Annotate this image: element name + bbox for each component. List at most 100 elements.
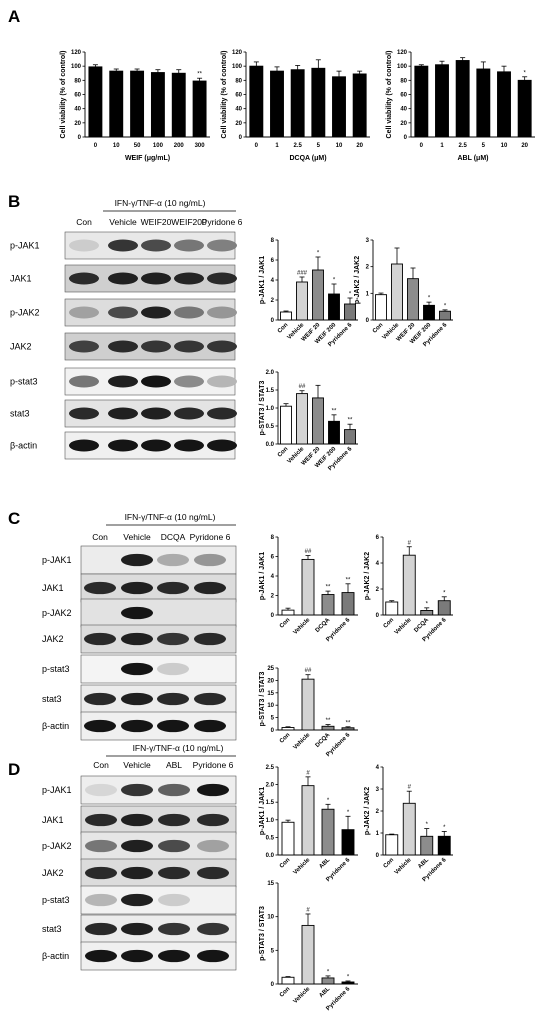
y-tick-label: 4 [271, 278, 275, 284]
bar [281, 976, 295, 985]
western-blot-panel-d: D IFN-γ/TNF-α (10 ng/mL) Con Vehicle ABL Pyri… [8, 743, 237, 971]
y-tick-label: 120 [232, 50, 243, 56]
blot-row-label: p-JAK2 [42, 841, 72, 851]
bar [497, 71, 511, 138]
y-axis-label: p-STAT3 / STAT3 [259, 381, 266, 436]
lane-label: Con [93, 760, 109, 770]
blot-band [121, 783, 153, 797]
y-tick-label: 60 [400, 93, 407, 99]
bar [407, 278, 419, 321]
bar [341, 592, 355, 616]
blot-band [85, 922, 117, 936]
blot-row-label: JAK2 [10, 342, 32, 352]
bar [385, 601, 399, 616]
y-tick-label: 60 [235, 93, 242, 99]
y-tick-label: 2 [366, 265, 370, 271]
blot-row-label: stat3 [42, 694, 62, 704]
y-axis-label: p-JAK2 / JAK2 [364, 787, 371, 835]
significance-mark: ## [305, 668, 312, 674]
blot-band [207, 272, 237, 285]
blot-row-label: β-actin [10, 441, 37, 451]
bar [341, 981, 355, 985]
bar [414, 65, 429, 138]
significance-mark: * [426, 822, 429, 828]
blot-band [121, 606, 153, 620]
x-tick-label: Con [279, 732, 292, 745]
lane-label: Pyridone 6 [193, 760, 234, 770]
lane-label: Vehicle [123, 760, 151, 770]
lane-label: Con [76, 217, 92, 227]
blot-row-label: p-JAK1 [42, 785, 72, 795]
blot-band [108, 340, 138, 353]
blot-band [174, 407, 204, 420]
panel-label: B [8, 192, 20, 211]
blot-band [194, 581, 226, 595]
x-tick-label: DCQA [315, 732, 332, 749]
significance-mark: * [426, 601, 429, 607]
bar [321, 977, 335, 985]
x-tick-label: Con [279, 986, 292, 999]
blot-band [157, 692, 189, 706]
y-tick-label: 40 [400, 107, 407, 113]
bar [311, 67, 326, 138]
y-axis-label: p-JAK1 / JAK1 [259, 787, 266, 835]
blot-row-label: β-actin [42, 721, 69, 731]
blot-band [157, 581, 189, 595]
significance-mark: ** [332, 408, 337, 414]
blot-band [69, 239, 99, 252]
significance-mark: * [523, 70, 526, 76]
blot-band [121, 692, 153, 706]
bar [171, 72, 186, 138]
x-axis-label: DCQA (μM) [289, 155, 326, 162]
bar [420, 610, 434, 616]
y-tick-label: 80 [235, 78, 242, 84]
blot-band [85, 813, 117, 827]
western-blot-panel-b: B IFN-γ/TNF-α (10 ng/mL) Con Vehicle WEIF20 W… [8, 192, 243, 460]
blot-row-label: stat3 [10, 409, 30, 419]
y-tick-label: 15 [267, 691, 274, 697]
bar [296, 281, 308, 321]
significance-mark: ** [326, 718, 331, 724]
x-tick-label: 0 [94, 143, 98, 149]
significance-mark: * [327, 969, 330, 975]
blot-band [157, 719, 189, 733]
bar [301, 924, 315, 985]
y-axis-label: p-JAK2 / JAK2 [354, 256, 361, 304]
y-tick-label: 4 [271, 574, 275, 580]
y-tick-label: 2 [376, 587, 380, 593]
y-tick-label: 0.5 [266, 835, 275, 841]
blot-band [141, 407, 171, 420]
x-tick-label: 50 [134, 143, 141, 149]
treatment-label: IFN-γ/TNF-α (10 ng/mL) [125, 512, 216, 522]
bar [281, 727, 295, 731]
y-tick-label: 0 [366, 318, 370, 324]
y-axis-label: p-STAT3 / STAT3 [259, 672, 266, 727]
blot-strip [80, 598, 237, 628]
bar [344, 429, 356, 445]
blot-band [141, 340, 171, 353]
blot-band [207, 340, 237, 353]
blot-row-label: stat3 [42, 924, 62, 934]
x-tick-label: Con [383, 617, 396, 630]
bar [328, 293, 340, 321]
blot-band [157, 553, 189, 567]
blot-band [108, 306, 138, 319]
bar [352, 73, 367, 138]
blot-band [207, 439, 237, 452]
y-tick-label: 40 [235, 107, 242, 113]
blot-band [108, 375, 138, 388]
significance-mark: ** [346, 577, 351, 583]
significance-mark: # [408, 785, 412, 791]
panel-label: D [8, 760, 20, 779]
y-tick-label: 1.0 [266, 406, 275, 412]
treatment-label: IFN-γ/TNF-α (10 ng/mL) [115, 198, 206, 208]
panel-label: A [8, 7, 20, 26]
y-tick-label: 120 [71, 50, 82, 56]
bar [328, 420, 340, 445]
blot-band [158, 893, 190, 907]
lane-label: WEIF200 [171, 217, 207, 227]
blot-band [85, 949, 117, 963]
blot-band [69, 272, 99, 285]
bar [517, 79, 532, 138]
